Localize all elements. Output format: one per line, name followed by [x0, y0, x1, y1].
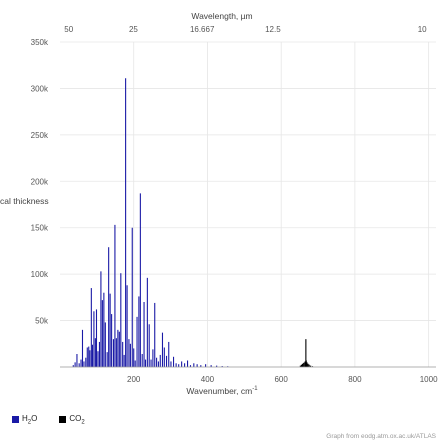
- legend-swatch-co2: [59, 416, 67, 424]
- grid-lines: [60, 41, 436, 367]
- x-tick-label: 1000: [420, 375, 438, 384]
- series-h2o: [72, 78, 229, 367]
- y-tick-label: 100k: [31, 270, 49, 279]
- x-tick-label: 400: [201, 375, 215, 384]
- x-tick-label: 600: [274, 375, 288, 384]
- legend-label-co2: CO2: [69, 414, 85, 426]
- y-tick-label: 300k: [31, 84, 49, 93]
- y-tick-label: 200k: [31, 177, 49, 186]
- legend-item-h2o[interactable]: H2O: [12, 414, 37, 426]
- y-tick-label: 350k: [31, 38, 49, 47]
- x-axis-title-exponent: -1: [252, 386, 258, 393]
- legend-item-co2[interactable]: CO2: [59, 414, 85, 426]
- x-axis-ticks: 200 400 600 800 1000: [127, 375, 438, 384]
- y-axis-ticks: 50k 100k 150k 200k 250k 300k 350k: [31, 38, 49, 326]
- top-tick-label: 50: [64, 25, 73, 34]
- top-tick-label: 16.667: [190, 25, 215, 34]
- x-tick-label: 800: [348, 375, 362, 384]
- top-axis-ticks: 50 25 16.667 12.5 10: [64, 25, 427, 34]
- legend-label-h2o: H2O: [22, 414, 38, 426]
- y-tick-label: 150k: [31, 224, 49, 233]
- top-tick-label: 10: [418, 25, 427, 34]
- y-axis-title: cal thickness: [0, 196, 49, 206]
- y-tick-label: 250k: [31, 131, 49, 140]
- y-tick-label: 50k: [35, 317, 49, 326]
- x-axis-title-text: Wavenumber, cm: [186, 386, 253, 396]
- series-co2: [299, 339, 314, 367]
- legend: H2O CO2: [12, 414, 85, 426]
- top-tick-label: 12.5: [265, 25, 281, 34]
- top-tick-label: 25: [129, 25, 138, 34]
- x-axis-title: Wavenumber, cm-1: [0, 386, 444, 396]
- top-axis-title: Wavelength, µm: [191, 11, 253, 21]
- legend-swatch-h2o: [12, 416, 19, 424]
- credit-text: Graph from eodg.atm.ox.ac.uk/ATLAS: [326, 433, 436, 440]
- x-tick-label: 200: [127, 375, 141, 384]
